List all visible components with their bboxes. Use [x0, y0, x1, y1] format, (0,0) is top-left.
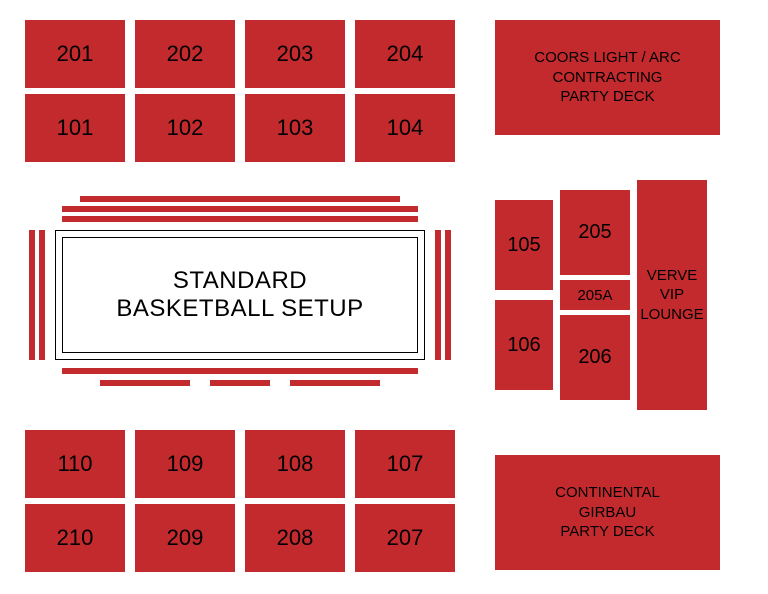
court: STANDARD BASKETBALL SETUP: [55, 230, 425, 360]
section-205[interactable]: 205: [560, 190, 630, 275]
section-208[interactable]: 208: [245, 504, 345, 572]
section-201[interactable]: 201: [25, 20, 125, 88]
court-top-bar-long-1: [62, 216, 418, 222]
section-107[interactable]: 107: [355, 430, 455, 498]
section-103[interactable]: 103: [245, 94, 345, 162]
court-bottom-bar-1: [210, 380, 270, 386]
section-205a[interactable]: 205A: [560, 280, 630, 310]
party-deck-bottom[interactable]: CONTINENTAL GIRBAU PARTY DECK: [495, 455, 720, 570]
court-left-bar-1: [39, 230, 45, 360]
section-110[interactable]: 110: [25, 430, 125, 498]
court-top-bar-long-0: [62, 206, 418, 212]
section-105[interactable]: 105: [495, 200, 553, 290]
section-207[interactable]: 207: [355, 504, 455, 572]
section-106[interactable]: 106: [495, 300, 553, 390]
section-209[interactable]: 209: [135, 504, 235, 572]
section-verve-vip-lounge[interactable]: VERVE VIP LOUNGE: [637, 180, 707, 410]
court-bottom-bar-0: [100, 380, 190, 386]
party-deck-top[interactable]: COORS LIGHT / ARC CONTRACTING PARTY DECK: [495, 20, 720, 135]
court-left-bar-0: [29, 230, 35, 360]
court-right-bar-0: [435, 230, 441, 360]
section-204[interactable]: 204: [355, 20, 455, 88]
section-108[interactable]: 108: [245, 430, 345, 498]
section-210[interactable]: 210: [25, 504, 125, 572]
section-202[interactable]: 202: [135, 20, 235, 88]
section-109[interactable]: 109: [135, 430, 235, 498]
court-right-bar-1: [445, 230, 451, 360]
section-206[interactable]: 206: [560, 315, 630, 400]
court-bottom-bar-2: [290, 380, 380, 386]
court-bottom-bar-3: [62, 368, 418, 374]
section-102[interactable]: 102: [135, 94, 235, 162]
section-203[interactable]: 203: [245, 20, 345, 88]
court-label: STANDARD BASKETBALL SETUP: [62, 237, 418, 353]
section-101[interactable]: 101: [25, 94, 125, 162]
court-top-bar-short-0: [80, 196, 400, 202]
section-104[interactable]: 104: [355, 94, 455, 162]
